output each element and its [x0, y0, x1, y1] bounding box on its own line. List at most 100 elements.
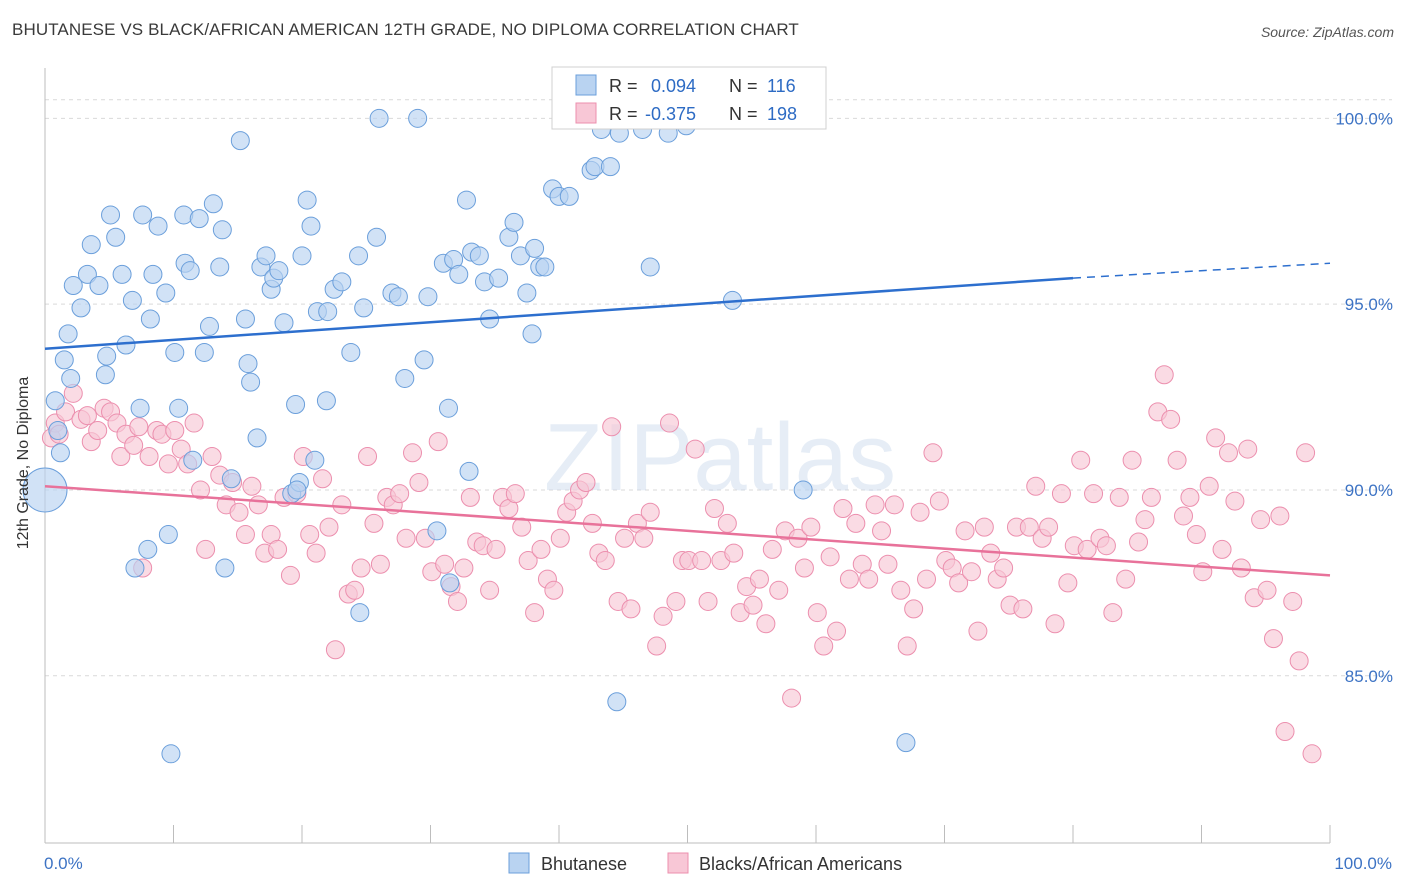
y-tick-label: 95.0%: [1345, 295, 1393, 314]
data-point: [469, 246, 489, 266]
data-point: [449, 264, 469, 284]
legend-n-label-2: N =: [729, 104, 758, 124]
data-point: [1302, 744, 1322, 764]
data-point: [409, 473, 429, 493]
data-point: [653, 606, 673, 626]
data-point: [440, 573, 460, 593]
data-point: [454, 558, 474, 578]
data-point: [1116, 569, 1136, 589]
x-tick-label-max: 100.0%: [1334, 854, 1392, 873]
data-point: [1275, 722, 1295, 742]
data-point: [248, 495, 268, 515]
data-point: [1135, 510, 1155, 530]
data-point: [743, 595, 763, 615]
data-point: [247, 428, 267, 448]
data-point: [833, 499, 853, 519]
data-point: [859, 569, 879, 589]
data-point: [88, 420, 108, 440]
data-point: [388, 287, 408, 307]
data-point: [839, 569, 859, 589]
bottom-legend-swatch-bhutanese: [508, 852, 530, 874]
data-point: [58, 324, 78, 344]
data-point: [794, 558, 814, 578]
data-point: [169, 398, 189, 418]
data-point: [1045, 614, 1065, 634]
data-point: [897, 636, 917, 656]
data-point: [1103, 603, 1123, 623]
data-point: [45, 391, 65, 411]
trend-lines: [44, 262, 1331, 577]
data-point: [286, 394, 306, 414]
bottom-legend-swatch-blacks: [667, 852, 689, 874]
data-point: [148, 216, 168, 236]
data-point: [319, 517, 339, 537]
y-tick-label: 85.0%: [1345, 667, 1393, 686]
data-point: [116, 335, 136, 355]
data-point: [414, 350, 434, 370]
axes: [44, 68, 1331, 844]
data-point: [403, 443, 423, 463]
legend-swatch-pink: [575, 102, 597, 124]
data-point: [305, 450, 325, 470]
data-point: [71, 298, 91, 318]
data-point: [640, 502, 660, 522]
data-point: [827, 621, 847, 641]
series-bhutanese: [22, 108, 916, 764]
data-point: [846, 513, 866, 533]
data-point: [143, 264, 163, 284]
data-point: [190, 480, 210, 500]
legend-r-label-2: R =: [609, 104, 638, 124]
data-point: [194, 342, 214, 362]
data-point: [994, 558, 1014, 578]
data-point: [504, 212, 524, 232]
data-point: [332, 495, 352, 515]
data-point: [525, 603, 545, 623]
data-point: [112, 264, 132, 284]
data-point: [140, 309, 160, 329]
data-point: [1263, 629, 1283, 649]
data-point: [81, 235, 101, 255]
data-point: [884, 495, 904, 515]
data-point: [130, 398, 150, 418]
data-point: [505, 484, 525, 504]
data-point: [865, 495, 885, 515]
data-point: [111, 447, 131, 466]
data-point: [350, 603, 370, 623]
data-point: [124, 435, 144, 455]
data-point: [106, 227, 126, 247]
data-point: [949, 573, 969, 593]
data-point: [22, 467, 68, 513]
data-point: [749, 569, 769, 589]
data-point: [50, 443, 70, 463]
data-point: [1058, 573, 1078, 593]
data-point: [268, 539, 288, 559]
data-point: [428, 432, 448, 452]
legend-n-label-1: N =: [729, 76, 758, 96]
data-point: [165, 342, 185, 362]
data-point: [256, 246, 276, 266]
data-point: [535, 257, 555, 277]
data-point: [955, 521, 975, 541]
data-point: [77, 406, 97, 426]
data-point: [235, 525, 255, 545]
legend-r-label-1: R =: [609, 76, 638, 96]
data-point: [685, 439, 705, 459]
data-point: [241, 372, 261, 392]
data-point: [872, 521, 892, 541]
data-point: [301, 216, 321, 236]
data-point: [369, 108, 389, 128]
data-point: [349, 246, 369, 266]
correlation-legend: R = 0.094 N = 116 R = -0.375 N = 198: [551, 66, 827, 130]
data-point: [139, 447, 159, 466]
data-point: [1071, 450, 1091, 470]
data-point: [1084, 484, 1104, 504]
data-point: [229, 502, 249, 522]
data-point: [517, 283, 537, 303]
data-point: [544, 580, 564, 600]
data-point: [660, 413, 680, 433]
data-point: [370, 554, 390, 574]
data-point: [460, 487, 480, 507]
data-point: [274, 313, 294, 333]
data-point: [89, 276, 109, 296]
